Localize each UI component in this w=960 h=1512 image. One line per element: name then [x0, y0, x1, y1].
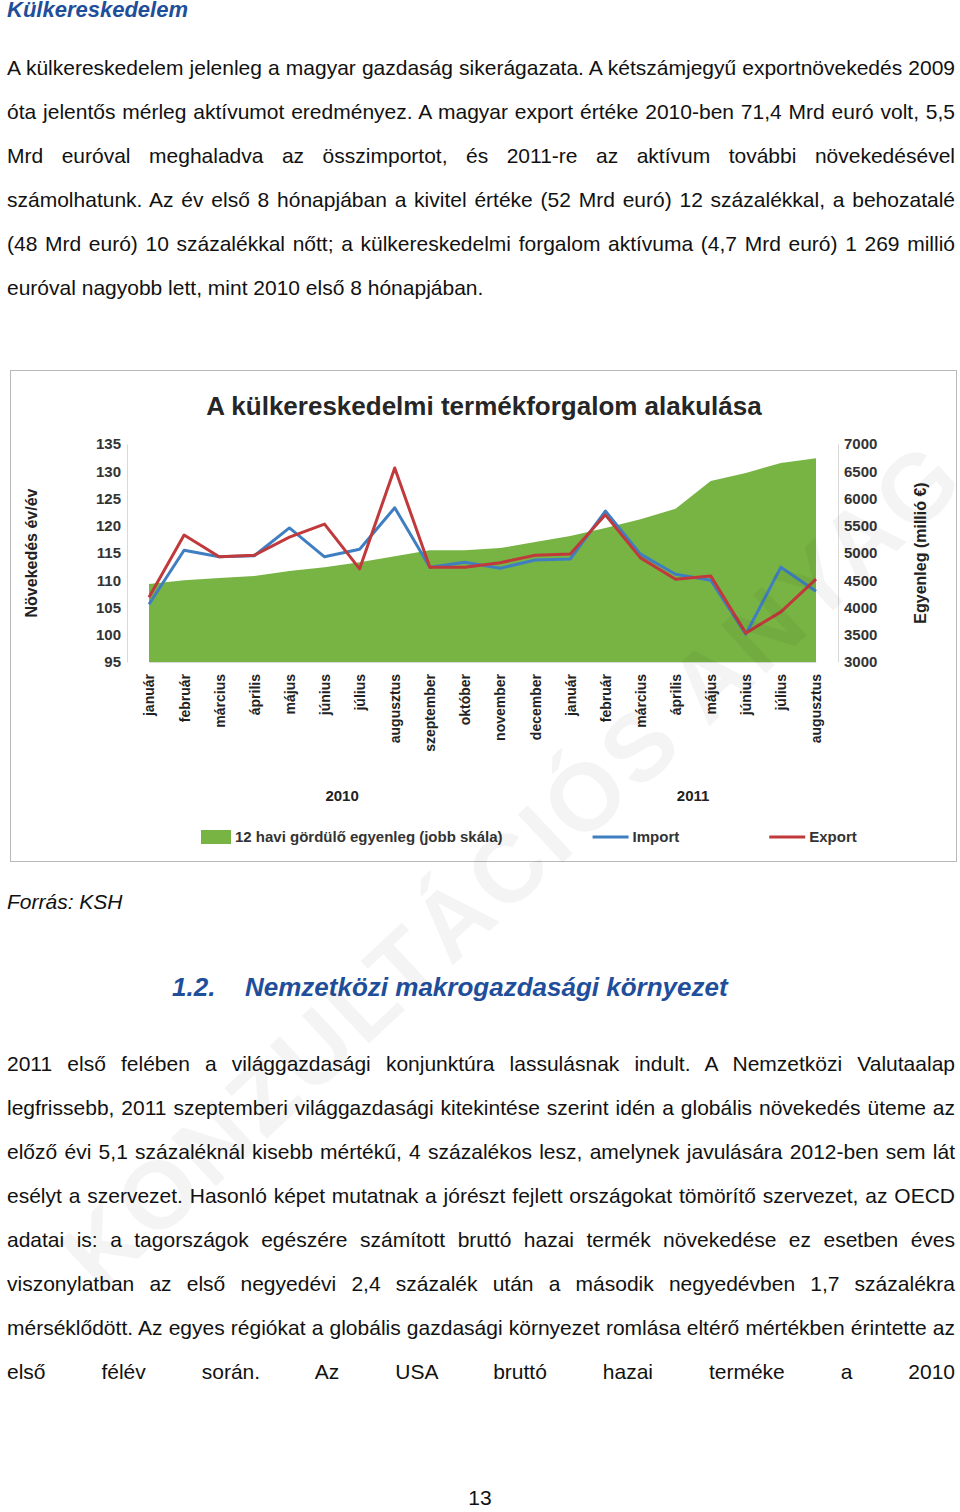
- year-label: 2010: [325, 787, 358, 804]
- x-tick-label: május: [282, 674, 298, 715]
- x-tick-label: szeptember: [422, 673, 438, 751]
- legend-label: Import: [633, 828, 680, 845]
- y-tick-label: 95: [104, 653, 121, 670]
- y-tick: 120: [96, 517, 127, 534]
- x-tick: november: [492, 662, 508, 741]
- x-tick: december: [528, 662, 544, 740]
- y-tick-label: 130: [96, 463, 121, 480]
- chart-title: A külkereskedelmi termékforgalom alakulá…: [206, 391, 762, 421]
- y-axis-line: [127, 445, 128, 663]
- y2-tick: 3000: [838, 653, 877, 670]
- x-tick-label: február: [177, 673, 193, 722]
- year-label: 2011: [677, 787, 710, 804]
- x-tick: január: [563, 662, 579, 717]
- y-tick-label: 125: [96, 490, 121, 507]
- x-tick: augusztus: [387, 662, 403, 743]
- page-number: 13: [0, 1486, 960, 1510]
- x-tick: március: [212, 662, 228, 728]
- x-tick: június: [317, 662, 333, 716]
- x-tick-label: augusztus: [808, 674, 824, 743]
- legend-label: Export: [809, 828, 857, 845]
- x-tick-label: január: [141, 673, 157, 717]
- y-tick-label: 120: [96, 517, 121, 534]
- x-tick-label: január: [563, 673, 579, 717]
- y2-tick-label: 7000: [844, 435, 877, 452]
- y2-tick: 7000: [838, 435, 877, 452]
- x-tick-label: március: [212, 674, 228, 728]
- section-number: 1.2.: [172, 972, 215, 1003]
- x-tick-label: július: [352, 674, 368, 712]
- x-tick: február: [177, 662, 193, 722]
- y-tick-label: 110: [97, 572, 121, 589]
- x-tick: augusztus: [808, 662, 824, 743]
- y-tick-label: 135: [96, 435, 121, 452]
- y-axis-title: Növekedés év/év: [23, 488, 40, 617]
- legend-item: Export: [769, 828, 857, 845]
- legend-swatch: [201, 830, 231, 844]
- legend-swatch: [769, 836, 805, 839]
- x-tick: április: [247, 662, 263, 715]
- y-axis: 95 100 105 110 115 120 125 130 135: [96, 435, 128, 670]
- y-tick: 95: [104, 653, 127, 670]
- y2-tick-label: 3000: [844, 653, 877, 670]
- y2-tick-label: 3500: [844, 626, 877, 643]
- x-tick: október: [457, 662, 473, 725]
- x-tick: július: [352, 662, 368, 712]
- paragraph: A külkereskedelem jelenleg a magyar gazd…: [7, 46, 955, 310]
- y-tick-label: 115: [97, 544, 121, 561]
- y-tick: 100: [96, 626, 127, 643]
- x-tick: január: [141, 662, 157, 717]
- x-tick-label: augusztus: [387, 674, 403, 743]
- y-tick: 135: [96, 435, 127, 452]
- x-tick-label: december: [528, 673, 544, 740]
- y-tick: 105: [96, 599, 127, 616]
- x-tick-label: április: [247, 674, 263, 715]
- y-tick: 130: [96, 463, 127, 480]
- y-tick: 110: [97, 572, 127, 589]
- x-tick: május: [282, 662, 298, 714]
- source: Forrás: KSH: [7, 890, 123, 914]
- x-tick-label: október: [457, 673, 473, 725]
- x-tick-label: június: [317, 674, 333, 716]
- y-tick: 125: [96, 490, 127, 507]
- x-tick: szeptember: [422, 662, 438, 752]
- section-title: Külkereskedelem: [7, 0, 188, 23]
- x-tick-label: november: [492, 673, 508, 740]
- y-tick: 115: [97, 544, 127, 561]
- y-tick-label: 100: [96, 626, 121, 643]
- y-tick-label: 105: [96, 599, 121, 616]
